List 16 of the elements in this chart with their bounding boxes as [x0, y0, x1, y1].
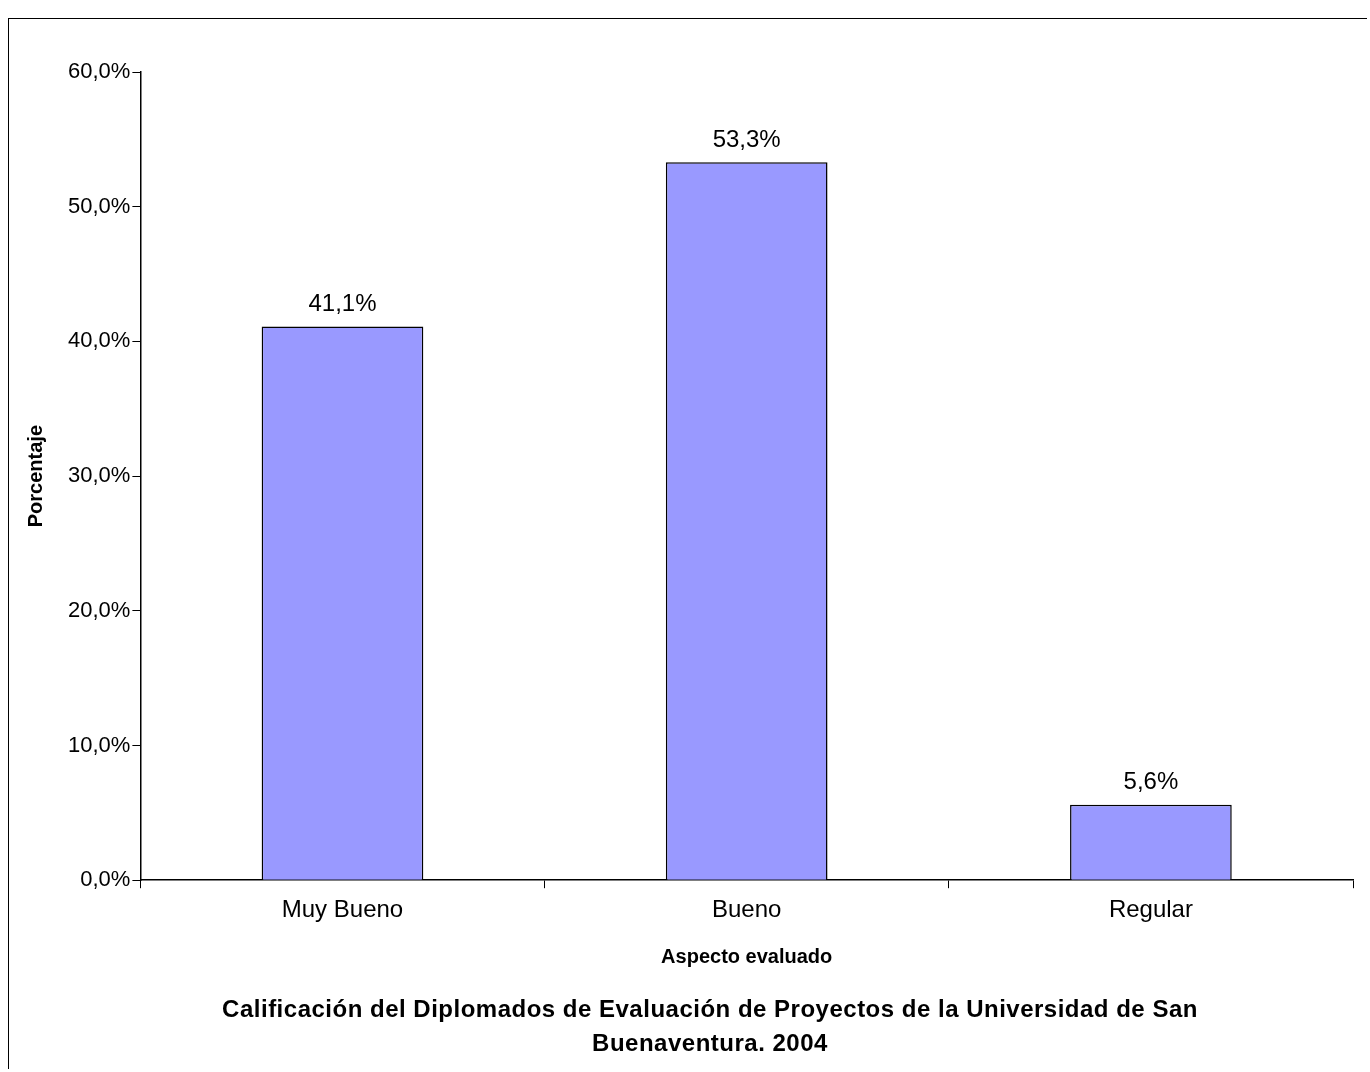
x-tick-label: Bueno: [711, 895, 782, 923]
data-label: 53,3%: [712, 124, 781, 152]
data-label: 5,6%: [1123, 767, 1179, 795]
y-tick-label: 10,0%: [67, 731, 131, 757]
y-tick-label: 30,0%: [67, 462, 131, 488]
y-tick-label: 50,0%: [67, 192, 131, 218]
y-tick-label: 20,0%: [67, 596, 131, 622]
x-tick-label: Regular: [1108, 895, 1193, 923]
y-axis-title: Porcentaje: [23, 424, 46, 528]
x-axis-title: Aspecto evaluado: [661, 944, 833, 967]
y-tick-label: 60,0%: [67, 58, 131, 84]
text: Calificación del Diplomados de Evaluación de Proyectos de la Universidad de San Buenaventura. 2004: [221, 994, 1199, 1058]
y-tick-label: 40,0%: [67, 327, 131, 353]
data-label: 41,1%: [308, 289, 377, 317]
x-tick-label: Muy Bueno: [281, 895, 404, 923]
y-tick-label: 0,0%: [80, 866, 131, 892]
